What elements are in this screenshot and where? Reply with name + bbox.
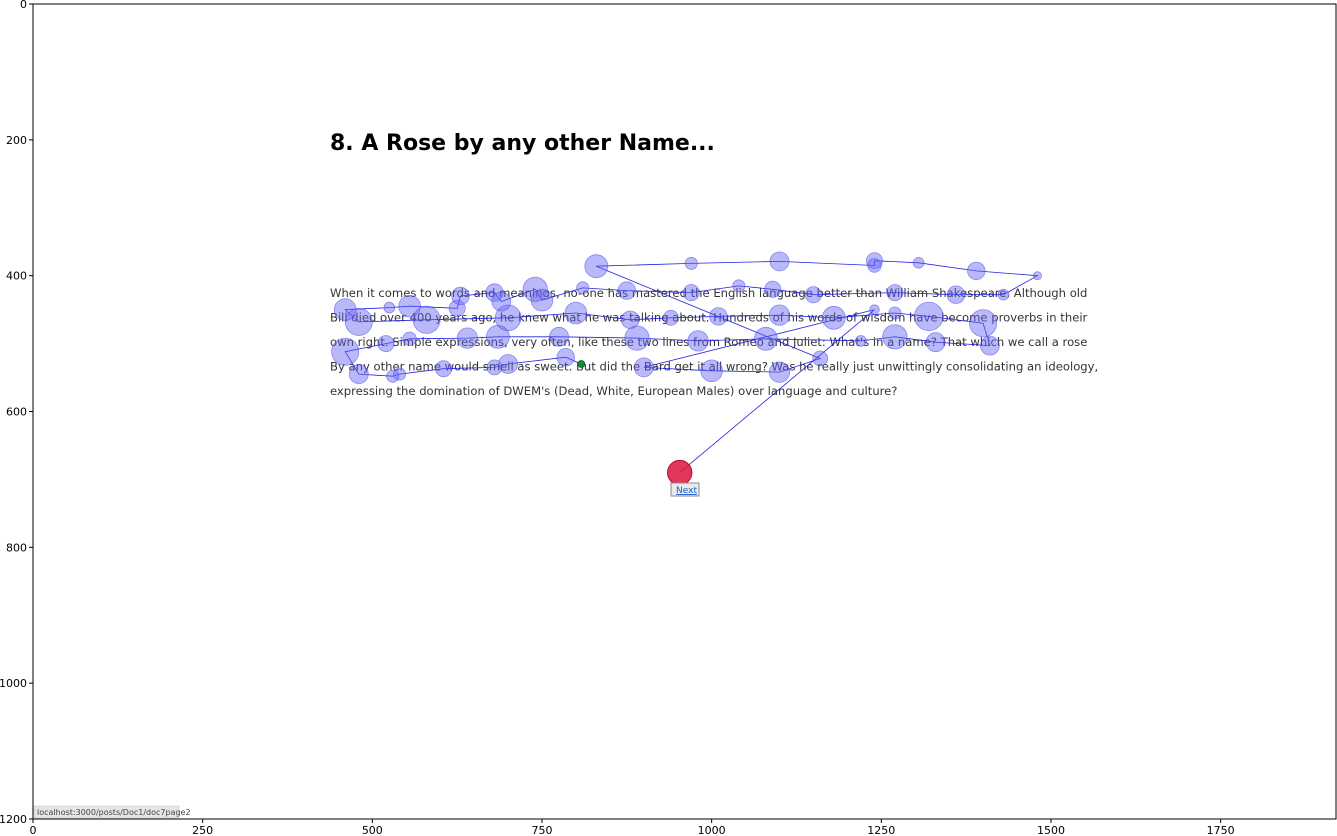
paragraph-line: When it comes to words and meanings, no-… xyxy=(330,286,1087,300)
x-tick-label: 0 xyxy=(30,824,37,836)
fixation-point xyxy=(946,285,966,304)
fixation-point xyxy=(584,254,609,279)
fixation-point xyxy=(491,291,512,312)
fixation-point xyxy=(768,304,791,326)
fixation-point xyxy=(867,258,882,273)
fixation-point xyxy=(754,326,778,351)
fixation-point xyxy=(768,361,791,383)
fixation-point xyxy=(530,288,554,312)
fixation-point xyxy=(869,304,880,315)
fixation-point xyxy=(402,331,417,347)
x-axis: 0 250 500 750 1000 1250 1500 1750 xyxy=(30,819,1235,836)
fixation-point xyxy=(333,298,357,321)
y-tick-label: 200 xyxy=(6,134,27,147)
x-tick-label: 1250 xyxy=(867,824,895,836)
fixation-point xyxy=(522,276,548,302)
fixation-point xyxy=(769,251,790,272)
fixation-point xyxy=(564,301,588,325)
paragraph: When it comes to words and meanings, no-… xyxy=(330,286,1098,398)
fixation-point xyxy=(576,281,590,295)
fixation-point xyxy=(633,357,654,378)
fixation-point xyxy=(377,335,395,353)
plot-area xyxy=(32,3,1337,820)
x-tick-label: 1000 xyxy=(698,824,726,836)
end-fixation xyxy=(667,459,693,486)
y-tick-label: 1200 xyxy=(0,813,27,826)
fixation-point xyxy=(684,256,698,270)
fixation-point xyxy=(624,325,650,351)
fixation-point xyxy=(969,309,998,338)
fixation-point xyxy=(348,364,369,385)
fixation-point xyxy=(804,286,822,304)
fixation-point xyxy=(812,350,829,367)
fixation-point xyxy=(383,301,396,314)
fixation-point xyxy=(886,284,904,302)
x-tick-label: 1750 xyxy=(1207,824,1235,836)
fixation-point xyxy=(980,335,1000,356)
fixation-point xyxy=(764,280,782,298)
y-tick-label: 0 xyxy=(20,0,27,11)
paragraph-line: own right. Simple expressions, very ofte… xyxy=(330,335,1087,349)
fixation-point xyxy=(821,305,846,330)
fixation-point xyxy=(682,284,700,302)
fixation-point xyxy=(412,305,441,334)
fixation-point xyxy=(967,261,986,281)
fixation-point xyxy=(398,294,421,318)
paragraph-line: Bill died over 400 years ago, he knew wh… xyxy=(330,311,1088,325)
fixation-point xyxy=(549,326,569,347)
fixation-point xyxy=(687,330,709,352)
start-fixation xyxy=(577,360,586,368)
fixation-point xyxy=(914,301,944,332)
fixation-point xyxy=(888,306,902,320)
y-tick-label: 600 xyxy=(6,406,27,419)
fixation-point xyxy=(621,310,640,330)
paragraph-line: expressing the domination of DWEM's (Dea… xyxy=(330,384,897,398)
status-url: localhost:3000/posts/Doc1/doc7page2 xyxy=(37,808,191,817)
fixation-point xyxy=(882,324,908,350)
next-button[interactable]: Next xyxy=(670,482,700,497)
fixations xyxy=(331,251,1042,385)
page-background: 8. A Rose by any other Name... When it c… xyxy=(330,131,1098,398)
fixation-point xyxy=(448,299,466,317)
fixation-point xyxy=(866,252,884,270)
fixation-point xyxy=(435,360,453,378)
page-heading: 8. A Rose by any other Name... xyxy=(330,131,715,156)
fixation-point xyxy=(700,359,723,383)
next-button-box[interactable] xyxy=(670,482,700,497)
y-axis: 0 200 400 600 800 1000 1200 xyxy=(0,0,33,826)
x-tick-label: 500 xyxy=(362,824,383,836)
fixation-point xyxy=(732,279,746,293)
fixation-point xyxy=(486,359,503,376)
fixation-point xyxy=(1032,271,1042,281)
fixation-point xyxy=(912,256,925,269)
fixation-point xyxy=(709,307,728,326)
fixation-point xyxy=(344,307,373,336)
scanpath-line xyxy=(344,260,1039,473)
fixation-point xyxy=(617,281,637,300)
fixation-point xyxy=(855,335,867,347)
fixation-point xyxy=(997,288,1010,301)
fixation-point xyxy=(925,332,946,353)
fixation-point xyxy=(451,286,470,306)
status-bar-bg xyxy=(33,805,180,819)
x-tick-label: 250 xyxy=(192,824,213,836)
fixation-point xyxy=(331,337,360,366)
fixation-point xyxy=(556,348,575,367)
status-bar: localhost:3000/posts/Doc1/doc7page2 xyxy=(33,805,191,819)
paragraph-line: By any other name would smell as sweet. … xyxy=(330,360,1098,374)
y-tick-label: 1000 xyxy=(0,677,27,690)
fixation-point xyxy=(386,369,400,383)
fixation-point xyxy=(498,354,519,374)
y-tick-label: 400 xyxy=(6,270,27,283)
fixation-point xyxy=(663,309,679,326)
fixation-point xyxy=(456,327,478,349)
scanpath xyxy=(344,260,1039,473)
next-link[interactable]: Next xyxy=(676,486,697,496)
y-tick-label: 800 xyxy=(6,541,27,554)
x-tick-label: 1500 xyxy=(1037,824,1065,836)
x-tick-label: 750 xyxy=(531,824,552,836)
